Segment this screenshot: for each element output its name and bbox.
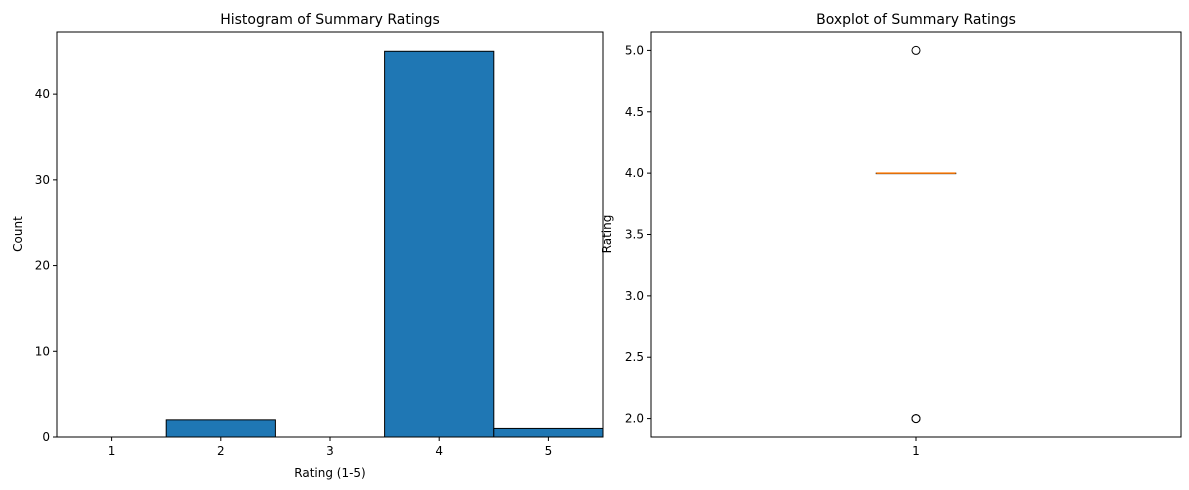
x-tick-label: 4: [435, 444, 443, 458]
histogram-bar: [384, 50, 495, 438]
histogram-x-ticks: 1 2 3 4 5: [108, 437, 552, 458]
y-tick-label: 3.0: [625, 289, 644, 303]
histogram-x-axis-label: Rating (1-5): [294, 466, 365, 480]
y-tick-label: 2.5: [625, 350, 644, 364]
boxplot-box: [875, 172, 957, 175]
outlier-point: [911, 414, 921, 424]
x-tick-label: 5: [545, 444, 553, 458]
y-tick-label: 5.0: [625, 43, 644, 57]
x-tick-label: 1: [912, 444, 920, 458]
boxplot-y-ticks: 2.0 2.5 3.0 3.5 4.0 4.5 5.0: [625, 43, 651, 426]
histogram-bar: [165, 419, 276, 438]
histogram-bar: [493, 427, 604, 438]
y-tick-label: 3.5: [625, 228, 644, 242]
boxplot-x-ticks: 1: [912, 437, 920, 458]
x-tick-label: 3: [326, 444, 334, 458]
outlier-point: [911, 45, 921, 55]
boxplot-chart: Boxplot of Summary Ratings 1 2.0 2.5 3.0 3.…: [600, 12, 1182, 458]
y-tick-label: 10: [35, 344, 50, 358]
y-tick-label: 30: [35, 173, 50, 187]
boxplot-y-axis-label: Rating: [600, 215, 614, 254]
histogram-title: Histogram of Summary Ratings: [220, 12, 440, 28]
y-tick-label: 4.5: [625, 105, 644, 119]
y-tick-label: 20: [35, 259, 50, 273]
x-tick-label: 2: [217, 444, 225, 458]
boxplot-outliers: [911, 45, 921, 424]
histogram-y-ticks: 0 10 20 30 40: [35, 87, 57, 444]
y-tick-label: 40: [35, 87, 50, 101]
histogram-chart: Histogram of Summary Ratings 1 2 3 4 5 0 10 20…: [11, 12, 604, 480]
y-tick-label: 4.0: [625, 166, 644, 180]
histogram-y-axis-label: Count: [11, 216, 25, 252]
y-tick-label: 2.0: [625, 412, 644, 426]
y-tick-label: 0: [42, 430, 50, 444]
boxplot-title: Boxplot of Summary Ratings: [816, 12, 1016, 28]
x-tick-label: 1: [108, 444, 116, 458]
histogram-bars: [165, 50, 604, 438]
